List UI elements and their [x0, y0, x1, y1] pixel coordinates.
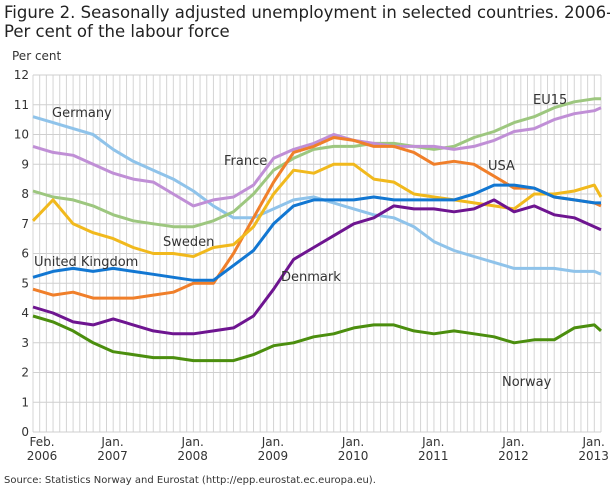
series-label-norway: Norway: [502, 375, 552, 390]
chart-title-line2: Per cent of the labour force: [4, 22, 230, 41]
x-tick-label-year: 2010: [338, 449, 369, 463]
y-tick-label: 1: [21, 395, 29, 409]
y-tick-label: 4: [21, 306, 29, 320]
series-label-united-kingdom: United Kingdom: [34, 255, 138, 270]
y-tick-label: 3: [21, 336, 29, 350]
x-tick-label-year: 2007: [97, 449, 128, 463]
x-tick-label-year: 2006: [27, 449, 58, 463]
chart-title-line1: Figure 2. Seasonally adjusted unemployme…: [4, 3, 610, 22]
y-tick-label: 7: [21, 217, 29, 231]
x-tick-label-year: 2008: [177, 449, 208, 463]
x-tick-label-month: Jan.: [341, 435, 364, 449]
series-label-sweden: Sweden: [163, 235, 214, 250]
y-tick-label: 5: [21, 276, 29, 290]
series-label-eu15: EU15: [533, 93, 567, 108]
x-tick-label-month: Jan.: [100, 435, 123, 449]
x-tick-label-year: 2013: [578, 449, 609, 463]
y-tick-label: 9: [21, 157, 29, 171]
series-line-eu15: [32, 97, 601, 229]
y-tick-label: 6: [21, 247, 29, 261]
x-tick-label-year: 2012: [498, 449, 529, 463]
y-tick-label: 0: [21, 425, 29, 439]
y-tick-label: 10: [14, 128, 29, 142]
y-tick-label: 2: [21, 366, 29, 380]
x-tick-label-month: Jan.: [261, 435, 284, 449]
series-labels: Germany EU15 France USA Sweden United Kingdom…: [34, 93, 567, 390]
series-lines: [31, 97, 603, 363]
y-tick-label: 8: [21, 187, 29, 201]
series-label-denmark: Denmark: [281, 270, 341, 285]
y-axis-label: Per cent: [12, 49, 62, 63]
x-tick-label-year: 2009: [258, 449, 289, 463]
x-axis-ticks: Feb.2006Jan.2007Jan.2008Jan.2009Jan.2010…: [27, 435, 609, 463]
series-line-united-kingdom: [32, 183, 601, 282]
series-line-france: [32, 106, 602, 208]
x-tick-label-month: Jan.: [181, 435, 204, 449]
series-line-norway: [32, 314, 603, 363]
series-line-sweden: [31, 162, 603, 258]
series-label-germany: Germany: [52, 106, 112, 121]
x-tick-label-month: Feb.: [29, 435, 54, 449]
y-tick-label: 12: [14, 68, 29, 82]
x-tick-label-month: Jan.: [581, 435, 604, 449]
x-tick-label-year: 2011: [418, 449, 449, 463]
y-tick-label: 11: [14, 98, 29, 112]
series-line-denmark: [32, 198, 602, 336]
series-label-france: France: [224, 154, 267, 169]
source-note: Source: Statistics Norway and Eurostat (…: [4, 475, 376, 486]
x-tick-label-month: Jan.: [501, 435, 524, 449]
series-line-usa: [32, 136, 602, 300]
gridlines: [32, 74, 602, 433]
x-tick-label-month: Jan.: [421, 435, 444, 449]
series-label-usa: USA: [488, 159, 515, 174]
